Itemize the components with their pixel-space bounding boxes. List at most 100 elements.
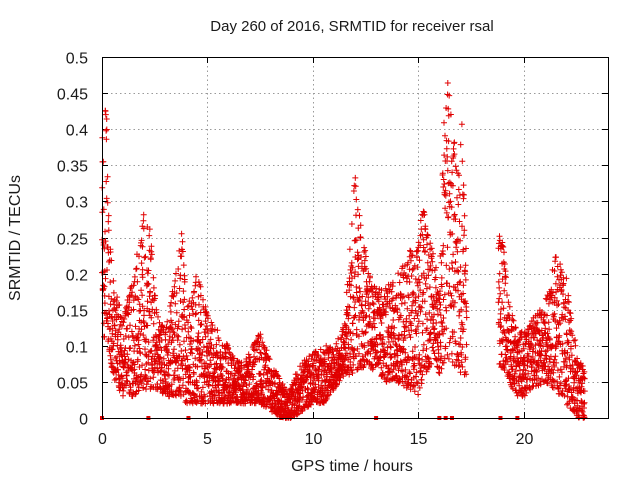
- data-point: [139, 303, 146, 310]
- data-point: [216, 378, 223, 385]
- data-point: [197, 357, 204, 364]
- data-point: [557, 380, 564, 387]
- data-point: [351, 304, 358, 311]
- data-point: [560, 274, 567, 281]
- data-point: [109, 318, 116, 324]
- data-point: [384, 328, 391, 334]
- data-point: [257, 335, 264, 341]
- data-point: [560, 280, 567, 287]
- data-point: [353, 326, 360, 333]
- data-point: [514, 359, 521, 366]
- data-point: [581, 405, 587, 411]
- data-point: [351, 347, 358, 354]
- data-point: [178, 230, 185, 237]
- data-point: [249, 366, 255, 373]
- data-point: [132, 323, 139, 330]
- data-point: [407, 334, 414, 341]
- data-point: [104, 173, 111, 180]
- data-point: [345, 326, 352, 333]
- data-point: [265, 355, 272, 362]
- data-point: [441, 291, 448, 298]
- data-point: [390, 317, 397, 323]
- data-point: [560, 291, 566, 298]
- data-point: [185, 319, 192, 326]
- data-point: [440, 176, 447, 183]
- data-point: [128, 292, 135, 299]
- data-point: [545, 319, 552, 326]
- data-point: [144, 270, 151, 277]
- data-point: [512, 324, 519, 331]
- data-point: [176, 374, 183, 380]
- data-point: [436, 306, 443, 313]
- data-point: [110, 289, 117, 296]
- data-point: [179, 326, 186, 333]
- data-point: [365, 294, 372, 301]
- data-point: [180, 375, 187, 382]
- data-point: [551, 356, 558, 363]
- data-point: [419, 371, 426, 378]
- data-point: [496, 270, 503, 277]
- data-point: [139, 243, 146, 250]
- data-point: [105, 227, 112, 234]
- data-point: [552, 280, 559, 287]
- data-point: [415, 239, 422, 246]
- data-point: [138, 260, 145, 267]
- data-point: [210, 345, 217, 352]
- y-tick-label: 0: [79, 412, 88, 429]
- data-point: [568, 352, 575, 359]
- data-point: [463, 314, 470, 321]
- data-point: [199, 384, 206, 391]
- data-point: [440, 242, 447, 249]
- data-point: [447, 111, 454, 118]
- data-point: [103, 127, 110, 134]
- data-point: [180, 262, 187, 269]
- data-point: [371, 324, 378, 331]
- data-point: [354, 206, 361, 213]
- data-point: [345, 312, 352, 319]
- data-point: [463, 245, 469, 252]
- data-point: [460, 282, 467, 289]
- data-point: [106, 307, 112, 314]
- data-point: [425, 337, 432, 344]
- data-points: [99, 80, 588, 421]
- data-point: [167, 303, 174, 309]
- data-point: [396, 332, 403, 339]
- data-point: [205, 330, 211, 337]
- data-point: [100, 158, 107, 165]
- data-point: [502, 268, 509, 275]
- data-point: [133, 265, 140, 272]
- data-point: [362, 329, 369, 335]
- data-point: [152, 351, 159, 357]
- data-point: [421, 211, 428, 218]
- data-point: [185, 328, 192, 335]
- data-point: [557, 261, 564, 268]
- data-point: [157, 331, 163, 338]
- data-point: [460, 290, 467, 297]
- data-point: [238, 359, 245, 366]
- data-point: [335, 335, 342, 342]
- data-point: [258, 377, 265, 384]
- data-point: [381, 341, 387, 347]
- data-point: [340, 373, 347, 380]
- data-point: [142, 253, 149, 260]
- data-point: [516, 382, 523, 389]
- data-point: [445, 105, 452, 112]
- data-point: [143, 373, 150, 380]
- data-point: [214, 373, 221, 380]
- data-point: [572, 342, 579, 349]
- data-point: [442, 132, 448, 139]
- data-point: [433, 334, 440, 341]
- data-point: [165, 341, 172, 348]
- data-point: [463, 371, 470, 378]
- data-point: [155, 313, 161, 320]
- data-point: [413, 310, 420, 317]
- data-point: [434, 305, 441, 312]
- data-point: [378, 287, 385, 294]
- data-point: [202, 365, 208, 372]
- data-point: [367, 318, 374, 325]
- data-point: [411, 388, 418, 395]
- data-point: [458, 359, 465, 366]
- data-point: [406, 266, 413, 273]
- data-point: [411, 362, 418, 369]
- data-point: [348, 282, 354, 289]
